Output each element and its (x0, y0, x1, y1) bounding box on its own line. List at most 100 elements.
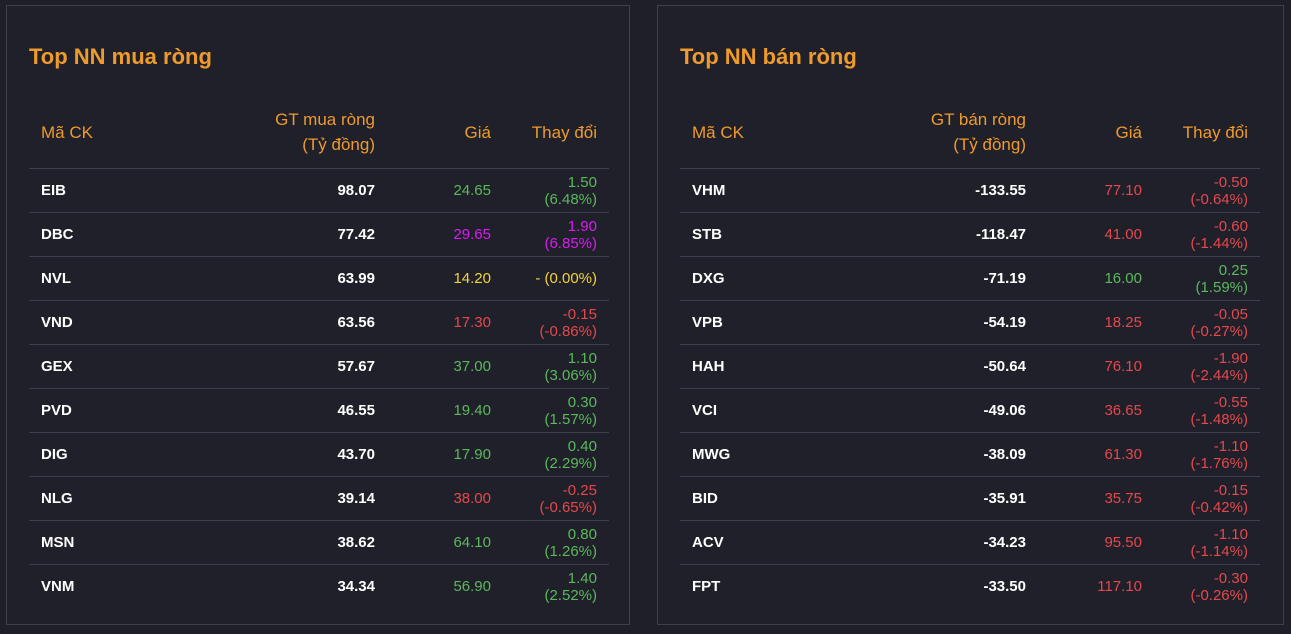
table-row[interactable]: EIB 98.07 24.65 1.50 (6.48%) (29, 168, 609, 213)
table-body: VHM -133.55 77.10 -0.50 (-0.64%) STB -118.47 4… (680, 168, 1260, 609)
net-value-cell: -38.09 (824, 432, 1038, 477)
symbol-cell[interactable]: VNM (41, 578, 75, 595)
symbol-cell[interactable]: NLG (29, 476, 173, 521)
table-row[interactable]: VNM 34.34 56.90 1.40 (2.52%) (29, 565, 609, 609)
symbol-cell[interactable]: VHM (680, 168, 824, 213)
table-row[interactable]: HAH -50.64 76.10 -1.90 (-2.44%) (680, 344, 1260, 389)
change-cell: -0.55 (-1.48%) (1154, 388, 1260, 433)
header-line-1: GT bán ròng (930, 110, 1026, 129)
symbol-cell[interactable]: VCI (680, 388, 824, 433)
symbol-cell[interactable]: MSN (29, 520, 173, 565)
change-cell: -0.15 (-0.42%) (1154, 476, 1260, 521)
change-cell: -0.25 (-0.65%) (503, 476, 609, 521)
net-buy-value-column-header[interactable]: GT mua ròng (Tỷ đồng) (173, 96, 387, 169)
symbol-cell[interactable]: PVD (29, 388, 173, 433)
symbol-cell[interactable]: DIG (29, 432, 173, 477)
symbol-cell[interactable]: FPT (692, 578, 721, 595)
change-cell: 0.25 (1.59%) (1154, 256, 1260, 301)
change-cell: 1.10 (3.06%) (503, 344, 609, 389)
change-cell: 1.50 (6.48%) (503, 168, 609, 213)
price-column-header[interactable]: Giá (387, 96, 503, 169)
table-row[interactable]: VPB -54.19 18.25 -0.05 (-0.27%) (680, 300, 1260, 345)
table-row[interactable]: MSN 38.62 64.10 0.80 (1.26%) (29, 520, 609, 565)
table-header-row: Mã CK GT bán ròng (Tỷ đồng) Giá Thay đổi (680, 96, 1260, 169)
table-row[interactable]: DBC 77.42 29.65 1.90 (6.85%) (29, 212, 609, 257)
price-cell: 35.75 (1038, 476, 1154, 521)
net-value-cell: -50.64 (824, 344, 1038, 389)
table-row[interactable]: PVD 46.55 19.40 0.30 (1.57%) (29, 388, 609, 433)
symbol-column-header[interactable]: Mã CK (29, 96, 173, 169)
net-value-cell: 43.70 (173, 432, 387, 477)
table-row[interactable]: DIG 43.70 17.90 0.40 (2.29%) (29, 432, 609, 477)
change-column-header[interactable]: Thay đổi (1154, 96, 1260, 169)
price-cell: 16.00 (1038, 256, 1154, 301)
price-cell: 61.30 (1038, 432, 1154, 477)
net-buy-table: Mã CK GT mua ròng (Tỷ đồng) Giá Thay đổi … (29, 96, 609, 608)
price-cell: 18.25 (1038, 300, 1154, 345)
net-value-cell: -133.55 (824, 168, 1038, 213)
symbol-cell[interactable]: STB (680, 212, 824, 257)
net-sell-table: Mã CK GT bán ròng (Tỷ đồng) Giá Thay đổi … (680, 96, 1260, 608)
table-row[interactable]: VND 63.56 17.30 -0.15 (-0.86%) (29, 300, 609, 345)
price-cell: 76.10 (1038, 344, 1154, 389)
net-value-cell: 57.67 (173, 344, 387, 389)
change-cell: 1.40 (2.52%) (544, 569, 597, 604)
table-header-row: Mã CK GT mua ròng (Tỷ đồng) Giá Thay đổi (29, 96, 609, 169)
change-cell: -0.50 (-0.64%) (1154, 168, 1260, 213)
price-cell: 14.20 (387, 256, 503, 301)
table-row[interactable]: MWG -38.09 61.30 -1.10 (-1.76%) (680, 432, 1260, 477)
table-row[interactable]: STB -118.47 41.00 -0.60 (-1.44%) (680, 212, 1260, 257)
net-value-cell: 39.14 (173, 476, 387, 521)
symbol-cell[interactable]: BID (680, 476, 824, 521)
change-column-header[interactable]: Thay đổi (503, 96, 609, 169)
price-cell: 38.00 (387, 476, 503, 521)
symbol-cell[interactable]: MWG (680, 432, 824, 477)
panel-title: Top NN bán ròng (680, 44, 857, 69)
price-cell: 17.30 (387, 300, 503, 345)
table-body: EIB 98.07 24.65 1.50 (6.48%) DBC 77.42 29.65 1.… (29, 168, 609, 609)
table-row[interactable]: DXG -71.19 16.00 0.25 (1.59%) (680, 256, 1260, 301)
change-cell: 1.90 (6.85%) (503, 212, 609, 257)
top-foreign-net-sell-panel: Top NN bán ròng Mã CK GT bán ròng (Tỷ đồn… (657, 5, 1284, 625)
price-cell: 17.90 (387, 432, 503, 477)
price-cell: 64.10 (387, 520, 503, 565)
change-cell: -0.60 (-1.44%) (1154, 212, 1260, 257)
symbol-cell[interactable]: NVL (29, 256, 173, 301)
table-row[interactable]: FPT -33.50 117.10 -0.30 (-0.26%) (680, 565, 1260, 609)
symbol-column-header[interactable]: Mã CK (680, 96, 824, 169)
symbol-cell[interactable]: EIB (29, 168, 173, 213)
symbol-cell[interactable]: VPB (680, 300, 824, 345)
net-value-cell: 38.62 (173, 520, 387, 565)
change-cell: -1.10 (-1.76%) (1154, 432, 1260, 477)
table-row[interactable]: ACV -34.23 95.50 -1.10 (-1.14%) (680, 520, 1260, 565)
change-cell: - (0.00%) (503, 256, 609, 301)
change-cell: -1.10 (-1.14%) (1154, 520, 1260, 565)
price-column-header[interactable]: Giá (1038, 96, 1154, 169)
symbol-cell[interactable]: DBC (29, 212, 173, 257)
change-cell: -0.05 (-0.27%) (1154, 300, 1260, 345)
table-row[interactable]: GEX 57.67 37.00 1.10 (3.06%) (29, 344, 609, 389)
net-value-cell: 63.99 (173, 256, 387, 301)
price-cell: 95.50 (1038, 520, 1154, 565)
price-cell: 36.65 (1038, 388, 1154, 433)
net-sell-value-column-header[interactable]: GT bán ròng (Tỷ đồng) (824, 96, 1038, 169)
net-value-cell: -35.91 (824, 476, 1038, 521)
symbol-cell[interactable]: ACV (680, 520, 824, 565)
change-cell: 0.30 (1.57%) (503, 388, 609, 433)
net-value-cell: 98.07 (173, 168, 387, 213)
net-value-cell: 63.56 (173, 300, 387, 345)
table-row[interactable]: BID -35.91 35.75 -0.15 (-0.42%) (680, 476, 1260, 521)
price-cell: 56.90 (453, 578, 491, 595)
table-row[interactable]: NLG 39.14 38.00 -0.25 (-0.65%) (29, 476, 609, 521)
table-row[interactable]: VCI -49.06 36.65 -0.55 (-1.48%) (680, 388, 1260, 433)
top-foreign-net-buy-panel: Top NN mua ròng Mã CK GT mua ròng (Tỷ đồn… (6, 5, 630, 625)
symbol-cell[interactable]: DXG (680, 256, 824, 301)
change-cell: 0.40 (2.29%) (503, 432, 609, 477)
table-row[interactable]: NVL 63.99 14.20- (0.00%) (29, 256, 609, 301)
symbol-cell[interactable]: HAH (680, 344, 824, 389)
table-row[interactable]: VHM -133.55 77.10 -0.50 (-0.64%) (680, 168, 1260, 213)
price-cell: 41.00 (1038, 212, 1154, 257)
header-line-2: (Tỷ đồng) (302, 135, 375, 154)
symbol-cell[interactable]: VND (29, 300, 173, 345)
symbol-cell[interactable]: GEX (29, 344, 173, 389)
